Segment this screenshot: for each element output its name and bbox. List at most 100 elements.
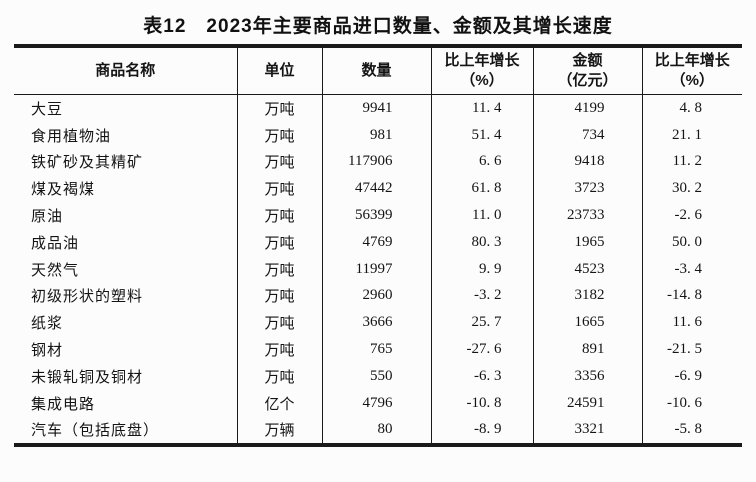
cell-value: 1965 [532, 228, 642, 256]
cell-quantity: 9941 [321, 94, 431, 122]
cell-value-growth: 50. 0 [641, 228, 742, 256]
column-header-quantity: 数量 [321, 46, 431, 95]
cell-value-growth: 4. 8 [641, 94, 742, 122]
cell-commodity: 大豆 [31, 101, 64, 118]
column-header-label: 数量 [361, 61, 392, 79]
cell-quantity: 80 [321, 416, 431, 446]
cell-value: 3723 [532, 175, 642, 203]
cell-unit: 万吨 [236, 336, 322, 363]
table-row: 铁矿砂及其精矿 万吨 117906 6. 6 9418 11. 2 [14, 148, 742, 176]
column-header-value-growth: 比上年增长 （%） [641, 46, 742, 95]
cell-quantity: 4796 [321, 389, 431, 417]
cell-quantity: 56399 [321, 202, 431, 229]
cell-unit: 亿个 [236, 389, 322, 417]
cell-value-growth: 11. 6 [641, 309, 742, 337]
cell-quantity-growth: 11. 0 [430, 202, 533, 229]
cell-commodity: 初级形状的塑料 [31, 289, 144, 306]
cell-unit: 万吨 [236, 255, 322, 283]
column-header-sublabel: （%） [460, 72, 504, 89]
table-row: 未锻轧铜及铜材 万吨 550 -6. 3 3356 -6. 9 [14, 362, 742, 390]
cell-quantity-growth: 51. 4 [430, 121, 533, 149]
cell-commodity: 成品油 [31, 235, 80, 252]
cell-value-growth: -5. 8 [641, 416, 742, 446]
cell-commodity: 纸浆 [31, 316, 64, 333]
cell-value: 1665 [532, 309, 642, 337]
cell-value: 4199 [532, 94, 642, 122]
cell-unit: 万吨 [236, 202, 322, 229]
cell-unit: 万吨 [236, 228, 322, 256]
cell-quantity: 47442 [321, 175, 431, 203]
table-row: 初级形状的塑料 万吨 2960 -3. 2 3182 -14. 8 [14, 282, 742, 310]
column-header-label: 金额 [572, 51, 603, 69]
cell-value-growth: -14. 8 [641, 282, 742, 310]
cell-quantity: 3666 [321, 309, 431, 337]
cell-commodity: 铁矿砂及其精矿 [31, 155, 144, 172]
cell-value: 734 [532, 121, 642, 149]
cell-quantity-growth: -27. 6 [430, 336, 533, 363]
cell-quantity-growth: 25. 7 [430, 309, 533, 337]
table-row: 天然气 万吨 11997 9. 9 4523 -3. 4 [14, 255, 742, 283]
column-header-value: 金额 （亿元） [532, 46, 642, 95]
cell-quantity-growth: 11. 4 [430, 94, 533, 122]
column-header-quantity-growth: 比上年增长 （%） [430, 46, 533, 95]
cell-unit: 万吨 [236, 121, 322, 149]
cell-quantity-growth: -6. 3 [430, 362, 533, 390]
cell-quantity-growth: 80. 3 [430, 228, 533, 256]
cell-value-growth: 11. 2 [641, 148, 742, 176]
cell-value: 3321 [532, 416, 642, 446]
cell-value-growth: -2. 6 [641, 202, 742, 229]
column-header-label: 比上年增长 [444, 51, 520, 69]
table-row: 钢材 万吨 765 -27. 6 891 -21. 5 [14, 336, 742, 363]
table-row: 煤及褐煤 万吨 47442 61. 8 3723 30. 2 [14, 175, 742, 203]
cell-value: 3356 [532, 362, 642, 390]
cell-unit: 万吨 [236, 148, 322, 176]
cell-quantity: 981 [321, 121, 431, 149]
cell-value: 23733 [532, 202, 642, 229]
column-header-sublabel: （亿元） [557, 72, 618, 89]
table-body: 大豆 万吨 9941 11. 4 4199 4. 8 食用植物油 万吨 981 51. 4 734 2… [14, 94, 742, 446]
header-row: 商品名称 单位 数量 比上年增长 （%） 金额 （亿元） 比上年增长 （%） [14, 46, 742, 95]
table-row: 成品油 万吨 4769 80. 3 1965 50. 0 [14, 228, 742, 256]
table-row: 大豆 万吨 9941 11. 4 4199 4. 8 [14, 94, 742, 122]
cell-quantity-growth: -10. 8 [430, 389, 533, 417]
cell-unit: 万吨 [236, 175, 322, 203]
cell-unit: 万辆 [236, 416, 322, 446]
cell-quantity: 550 [321, 362, 431, 390]
cell-value: 9418 [532, 148, 642, 176]
cell-value: 3182 [532, 282, 642, 310]
cell-value-growth: 30. 2 [641, 175, 742, 203]
cell-value: 891 [532, 336, 642, 363]
table-row: 集成电路 亿个 4796 -10. 8 24591 -10. 6 [14, 389, 742, 417]
cell-quantity-growth: -3. 2 [430, 282, 533, 310]
cell-unit: 万吨 [236, 282, 322, 310]
column-header-unit: 单位 [236, 46, 322, 95]
cell-unit: 万吨 [236, 362, 322, 390]
cell-quantity: 4769 [321, 228, 431, 256]
cell-unit: 万吨 [236, 94, 322, 122]
column-header-sublabel: （%） [670, 72, 714, 89]
column-header-label: 比上年增长 [654, 51, 730, 69]
column-header-commodity: 商品名称 [14, 46, 237, 95]
cell-value-growth: -10. 6 [641, 389, 742, 417]
cell-value-growth: -6. 9 [641, 362, 742, 390]
table-row: 食用植物油 万吨 981 51. 4 734 21. 1 [14, 121, 742, 149]
cell-commodity: 食用植物油 [31, 128, 112, 145]
cell-quantity: 117906 [321, 148, 431, 176]
cell-commodity: 天然气 [31, 262, 80, 279]
cell-quantity: 2960 [321, 282, 431, 310]
cell-value-growth: 21. 1 [641, 121, 742, 149]
imports-table: 商品名称 单位 数量 比上年增长 （%） 金额 （亿元） 比上年增长 （%） 大豆 万吨 9941 1… [14, 44, 742, 448]
cell-quantity: 765 [321, 336, 431, 363]
cell-quantity-growth: -8. 9 [430, 416, 533, 446]
column-header-label: 单位 [264, 61, 295, 79]
cell-commodity: 钢材 [31, 343, 64, 360]
cell-commodity: 未锻轧铜及铜材 [31, 369, 144, 386]
cell-commodity: 汽车（包括底盘） [31, 423, 160, 440]
table-row: 纸浆 万吨 3666 25. 7 1665 11. 6 [14, 309, 742, 337]
cell-quantity-growth: 6. 6 [430, 148, 533, 176]
cell-value: 24591 [532, 389, 642, 417]
cell-value-growth: -21. 5 [641, 336, 742, 363]
cell-commodity: 原油 [31, 209, 64, 226]
cell-unit: 万吨 [236, 309, 322, 337]
